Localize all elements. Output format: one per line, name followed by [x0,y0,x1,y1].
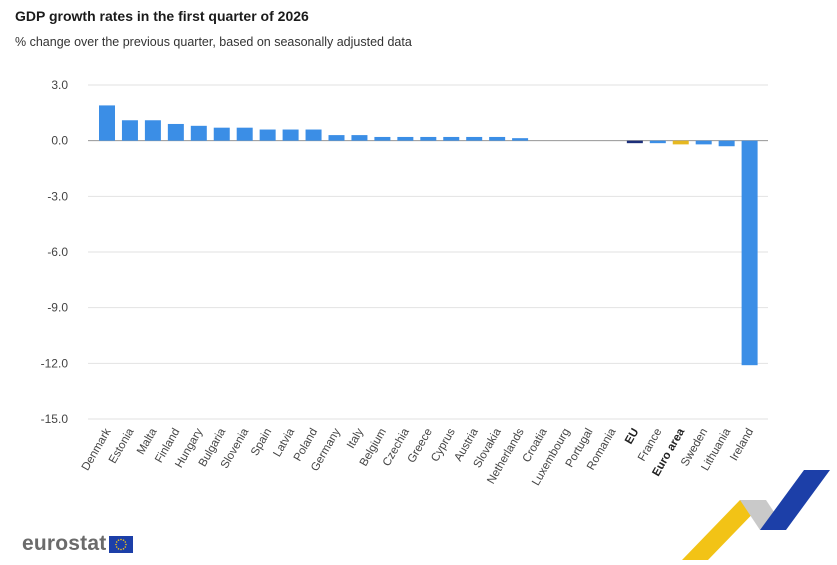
flag-star [118,538,120,541]
bar-bulgaria [213,127,230,141]
chart-title: GDP growth rates in the first quarter of… [15,8,309,24]
bar-poland [305,129,322,141]
bar-hungary [190,125,207,141]
flag-star [123,547,125,550]
ribbon-blue-shape [760,470,830,530]
bar-france [649,140,666,144]
bar-slovakia [489,136,506,141]
y-tick-label: -12.0 [41,356,69,370]
bar-denmark [99,105,115,141]
chart-subtitle: % change over the previous quarter, base… [15,35,412,49]
y-tick-label: -9.0 [47,301,68,315]
bar-cyprus [443,136,460,141]
y-tick-label: -3.0 [47,189,68,203]
eu-flag-icon [109,535,134,553]
ribbon-yellow-shape [682,500,766,560]
flag-star [125,543,128,545]
bar-netherlands [512,138,529,141]
bar-belgium [374,136,391,141]
y-tick-label: -15.0 [41,412,69,426]
flag-star [124,540,127,543]
flag-star [120,548,123,550]
flag-star [115,543,118,545]
bar-eu [626,140,643,144]
bar-malta [144,120,161,141]
bar-latvia [282,129,299,141]
y-tick-label: 3.0 [51,78,68,92]
flag-star [118,547,120,550]
bar-euro-area [672,140,689,145]
bar-spain [259,129,276,141]
bar-slovenia [236,127,253,141]
bar-czechia [397,136,414,141]
eurostat-logo: eurostat [22,532,134,556]
bar-sweden [695,140,712,145]
bar-germany [328,135,345,141]
flag-star [116,540,118,543]
flag-star [120,538,123,540]
y-tick-label: 0.0 [51,134,68,148]
y-tick-label: -6.0 [47,245,68,259]
bar-austria [466,136,483,141]
bar-greece [420,136,437,141]
flag-star [116,545,118,548]
bar-italy [351,135,368,141]
bar-estonia [121,120,138,141]
bar-lithuania [718,140,735,147]
eurostat-logo-text: eurostat [22,532,107,555]
flag-star [123,538,125,541]
bar-finland [167,123,184,141]
bar-ireland [741,140,758,366]
flag-star [124,545,127,548]
